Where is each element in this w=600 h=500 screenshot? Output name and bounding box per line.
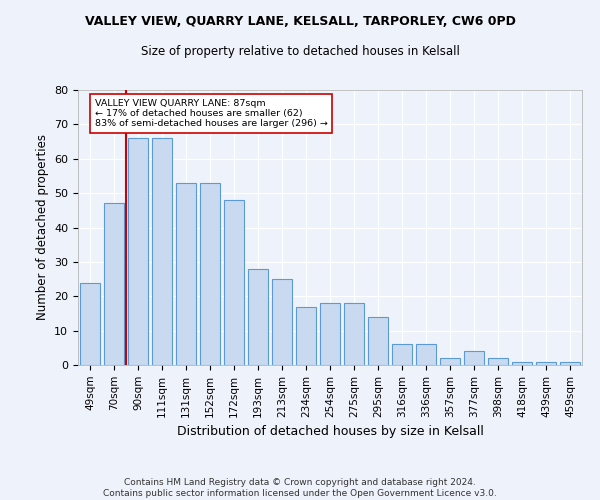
Bar [392, 344, 412, 365]
Bar [416, 344, 436, 365]
X-axis label: Distribution of detached houses by size in Kelsall: Distribution of detached houses by size … [176, 425, 484, 438]
Bar [272, 279, 292, 365]
Bar [80, 282, 100, 365]
Bar [560, 362, 580, 365]
Y-axis label: Number of detached properties: Number of detached properties [35, 134, 49, 320]
Bar [464, 351, 484, 365]
Text: Contains HM Land Registry data © Crown copyright and database right 2024.
Contai: Contains HM Land Registry data © Crown c… [103, 478, 497, 498]
Bar [320, 303, 340, 365]
Bar [344, 303, 364, 365]
Bar [176, 183, 196, 365]
Bar [128, 138, 148, 365]
Bar [224, 200, 244, 365]
Bar [488, 358, 508, 365]
Text: Size of property relative to detached houses in Kelsall: Size of property relative to detached ho… [140, 45, 460, 58]
Bar [512, 362, 532, 365]
Bar [536, 362, 556, 365]
Bar [200, 183, 220, 365]
Text: VALLEY VIEW, QUARRY LANE, KELSALL, TARPORLEY, CW6 0PD: VALLEY VIEW, QUARRY LANE, KELSALL, TARPO… [85, 15, 515, 28]
Bar [440, 358, 460, 365]
Bar [104, 204, 124, 365]
Bar [152, 138, 172, 365]
Bar [248, 269, 268, 365]
Bar [296, 306, 316, 365]
Text: VALLEY VIEW QUARRY LANE: 87sqm
← 17% of detached houses are smaller (62)
83% of : VALLEY VIEW QUARRY LANE: 87sqm ← 17% of … [95, 98, 328, 128]
Bar [368, 317, 388, 365]
